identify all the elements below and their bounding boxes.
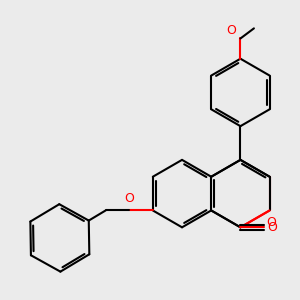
Text: O: O <box>266 215 276 229</box>
Text: O: O <box>267 221 277 234</box>
Text: O: O <box>124 192 134 206</box>
Text: O: O <box>226 24 236 37</box>
